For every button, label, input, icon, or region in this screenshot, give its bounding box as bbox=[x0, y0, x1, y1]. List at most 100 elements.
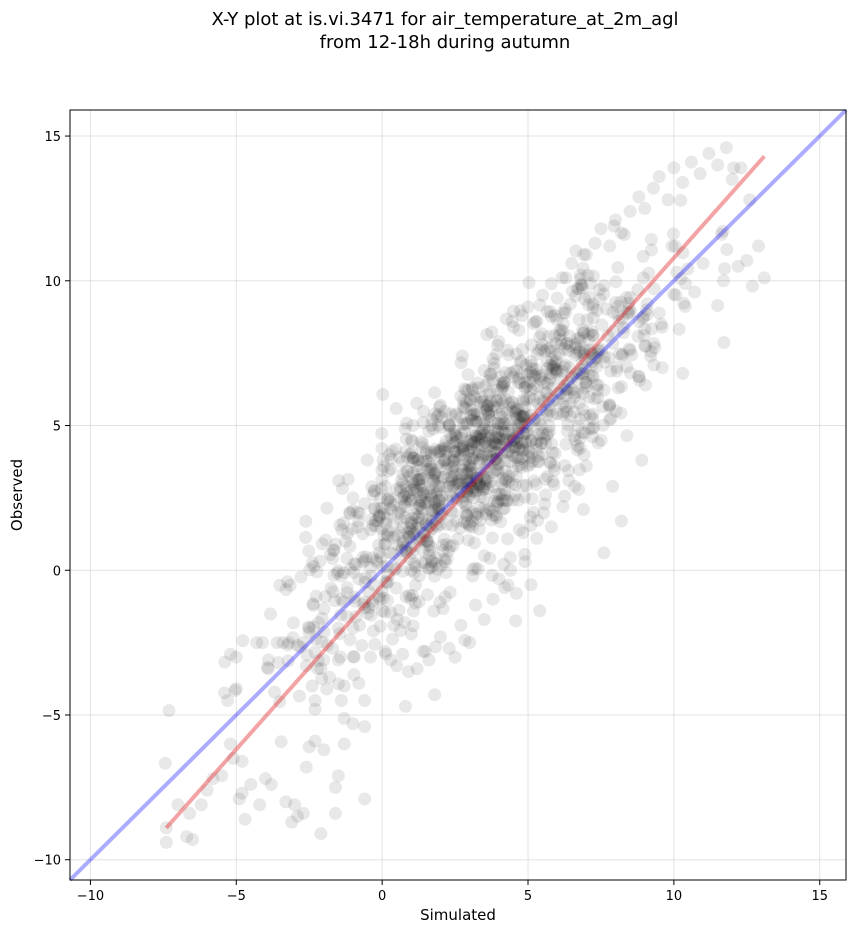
data-point bbox=[456, 463, 470, 477]
data-point bbox=[387, 498, 401, 512]
data-point bbox=[506, 404, 520, 418]
data-point bbox=[324, 581, 338, 595]
data-point bbox=[424, 449, 438, 463]
data-point bbox=[515, 436, 529, 450]
data-point bbox=[358, 694, 372, 708]
data-point bbox=[647, 282, 661, 296]
data-point bbox=[368, 637, 382, 651]
data-point bbox=[308, 702, 322, 716]
data-point bbox=[402, 490, 416, 504]
data-point bbox=[610, 360, 624, 374]
data-point bbox=[576, 326, 590, 340]
data-point bbox=[635, 453, 649, 467]
data-point bbox=[587, 420, 601, 434]
data-point bbox=[584, 277, 598, 291]
data-point bbox=[366, 624, 380, 638]
data-point bbox=[306, 597, 320, 611]
data-point bbox=[365, 480, 379, 494]
data-point bbox=[536, 288, 550, 302]
data-point bbox=[384, 653, 398, 667]
data-point bbox=[558, 302, 572, 316]
data-point bbox=[594, 433, 608, 447]
data-point bbox=[496, 396, 510, 410]
data-point bbox=[540, 469, 554, 483]
data-point bbox=[402, 531, 416, 545]
data-point bbox=[554, 372, 568, 386]
data-point bbox=[408, 539, 422, 553]
data-point bbox=[488, 436, 502, 450]
data-point bbox=[446, 436, 460, 450]
data-point bbox=[573, 431, 587, 445]
data-point bbox=[456, 495, 470, 509]
data-point bbox=[466, 491, 480, 505]
data-point bbox=[365, 512, 379, 526]
data-point bbox=[490, 463, 504, 477]
data-point bbox=[414, 472, 428, 486]
data-point bbox=[515, 309, 529, 323]
data-point bbox=[443, 439, 457, 453]
data-point bbox=[274, 735, 288, 749]
data-point bbox=[481, 407, 495, 421]
data-point bbox=[477, 479, 491, 493]
data-point bbox=[411, 516, 425, 530]
data-point bbox=[551, 386, 565, 400]
data-point bbox=[665, 239, 679, 253]
data-point bbox=[433, 455, 447, 469]
data-point bbox=[341, 527, 355, 541]
data-point bbox=[311, 654, 325, 668]
data-point bbox=[407, 527, 421, 541]
data-point bbox=[508, 488, 522, 502]
data-point bbox=[505, 440, 519, 454]
data-point bbox=[418, 556, 432, 570]
data-point bbox=[625, 348, 639, 362]
data-point bbox=[426, 507, 440, 521]
data-point bbox=[427, 473, 441, 487]
data-point bbox=[751, 239, 765, 253]
data-point bbox=[438, 453, 452, 467]
data-point bbox=[218, 655, 232, 669]
data-point bbox=[353, 506, 367, 520]
data-point bbox=[228, 683, 242, 697]
data-point bbox=[579, 459, 593, 473]
data-point bbox=[668, 239, 682, 253]
data-point bbox=[462, 459, 476, 473]
data-point bbox=[479, 435, 493, 449]
data-point bbox=[581, 298, 595, 312]
data-point bbox=[377, 460, 391, 474]
data-point bbox=[586, 412, 600, 426]
data-point bbox=[518, 547, 532, 561]
data-point bbox=[427, 496, 441, 510]
x-tick-label: 0 bbox=[378, 889, 386, 904]
data-point bbox=[462, 434, 476, 448]
data-point bbox=[611, 261, 625, 275]
data-point bbox=[320, 638, 334, 652]
data-point bbox=[624, 305, 638, 319]
data-point bbox=[385, 504, 399, 518]
data-point bbox=[366, 578, 380, 592]
data-point bbox=[393, 552, 407, 566]
data-point bbox=[400, 464, 414, 478]
data-point bbox=[638, 339, 652, 353]
data-point bbox=[374, 491, 388, 505]
data-point bbox=[383, 502, 397, 516]
data-point bbox=[258, 772, 272, 786]
data-point bbox=[314, 662, 328, 676]
data-point bbox=[477, 398, 491, 412]
data-point bbox=[416, 416, 430, 430]
data-point bbox=[327, 543, 341, 557]
data-point bbox=[591, 436, 605, 450]
data-point bbox=[485, 513, 499, 527]
data-point bbox=[416, 437, 430, 451]
data-point bbox=[493, 407, 507, 421]
data-point bbox=[492, 335, 506, 349]
data-point bbox=[609, 275, 623, 289]
data-point bbox=[525, 492, 539, 506]
data-point bbox=[508, 407, 522, 421]
data-point bbox=[426, 463, 440, 477]
data-point bbox=[533, 298, 547, 312]
data-point bbox=[644, 345, 658, 359]
data-point bbox=[506, 493, 520, 507]
data-point bbox=[452, 453, 466, 467]
data-point bbox=[678, 299, 692, 313]
data-point bbox=[440, 552, 454, 566]
